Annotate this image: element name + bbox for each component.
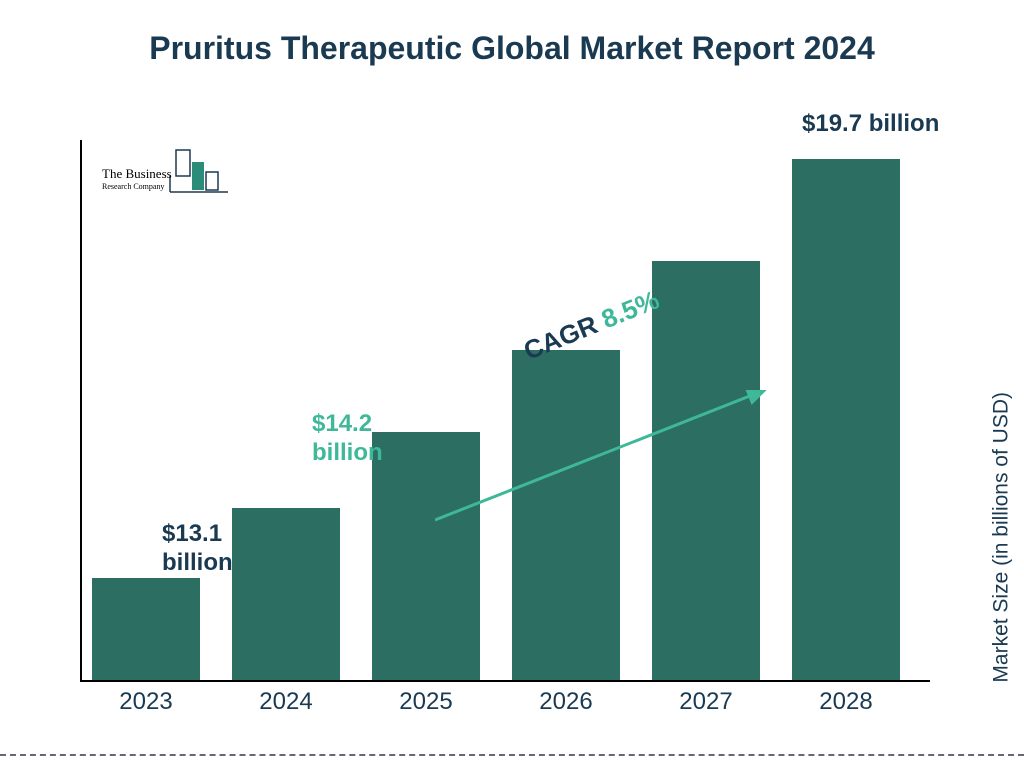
y-axis-label: Market Size (in billions of USD) — [990, 392, 1014, 683]
x-label-2025: 2025 — [372, 688, 480, 716]
x-label-2027: 2027 — [652, 688, 760, 716]
y-axis-line — [80, 140, 82, 680]
value-label-2024: $14.2billion — [312, 410, 383, 468]
bar-2023 — [92, 578, 200, 680]
x-label-2026: 2026 — [512, 688, 620, 716]
x-axis-line — [80, 680, 930, 682]
bar-2027 — [652, 261, 760, 680]
chart-title: Pruritus Therapeutic Global Market Repor… — [0, 0, 1024, 70]
bar-chart: 202320242025202620272028 $13.1billion$14… — [80, 140, 940, 700]
bar-2026 — [512, 350, 620, 680]
value-label-2028: $19.7 billion — [802, 110, 939, 139]
bottom-divider — [0, 754, 1024, 756]
value-label-2023: $13.1billion — [162, 520, 233, 578]
x-label-2024: 2024 — [232, 688, 340, 716]
bar-2025 — [372, 432, 480, 680]
x-label-2023: 2023 — [92, 688, 200, 716]
bar-2024 — [232, 508, 340, 680]
x-label-2028: 2028 — [792, 688, 900, 716]
bar-2028 — [792, 159, 900, 680]
